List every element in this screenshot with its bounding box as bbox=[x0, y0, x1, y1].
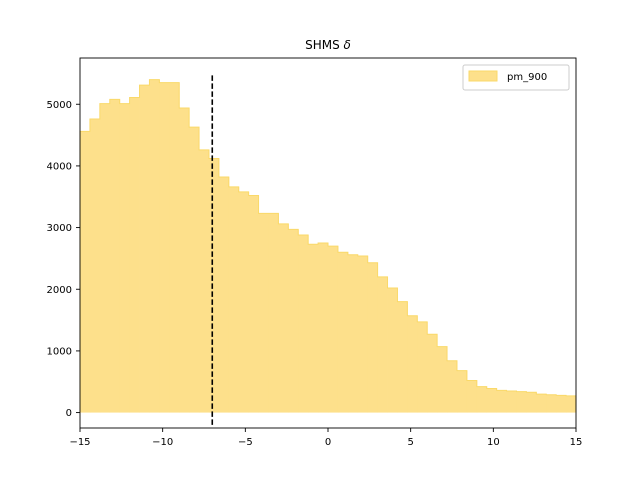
histogram-bar bbox=[149, 79, 160, 413]
histogram-bar bbox=[397, 301, 408, 413]
histogram-bar bbox=[347, 254, 359, 413]
y-tick-label: 1000 bbox=[47, 346, 72, 357]
x-tick-label: −10 bbox=[152, 437, 173, 448]
histogram-bar bbox=[179, 107, 190, 413]
histogram-bar bbox=[248, 195, 259, 413]
histogram-bar bbox=[516, 391, 527, 413]
histogram-bar bbox=[80, 131, 91, 413]
histogram-bar bbox=[218, 177, 230, 413]
histogram-bar bbox=[447, 360, 458, 413]
histogram-bar bbox=[288, 229, 299, 413]
histogram-bar bbox=[268, 213, 279, 413]
histogram-bar bbox=[556, 395, 567, 413]
histogram-bar bbox=[536, 394, 547, 413]
y-tick-label: 0 bbox=[66, 408, 72, 419]
y-axis: 0 1000 2000 3000 4000 5000 bbox=[47, 100, 80, 419]
x-axis: −15 −10 −5 0 5 10 15 bbox=[69, 428, 582, 448]
histogram-bar bbox=[199, 149, 210, 413]
histogram-bar bbox=[159, 82, 170, 413]
histogram-bar bbox=[427, 334, 438, 413]
histogram-bar bbox=[318, 243, 329, 413]
histogram-bar bbox=[258, 213, 269, 413]
x-tick-label: 5 bbox=[407, 437, 413, 448]
histogram-bar bbox=[377, 276, 388, 413]
x-tick-label: −5 bbox=[238, 437, 253, 448]
histogram-bar bbox=[486, 388, 498, 413]
histogram-bar bbox=[298, 234, 309, 413]
histogram-bar bbox=[208, 158, 220, 413]
legend-swatch bbox=[468, 70, 498, 82]
histogram-bar bbox=[566, 395, 577, 413]
chart-title: SHMS δ bbox=[305, 38, 351, 52]
histogram-bar bbox=[129, 97, 140, 413]
histogram-bar bbox=[367, 262, 378, 413]
histogram-bar bbox=[506, 391, 517, 413]
histogram-bar bbox=[437, 346, 448, 413]
histogram-bar bbox=[546, 394, 557, 413]
histogram-bar bbox=[496, 390, 507, 413]
histogram-bar bbox=[228, 186, 240, 413]
histogram-bar bbox=[308, 244, 319, 413]
histogram-bar bbox=[466, 380, 478, 413]
histogram-bar bbox=[328, 246, 339, 413]
histogram-bar bbox=[456, 370, 468, 413]
y-tick-label: 3000 bbox=[47, 223, 72, 234]
y-tick-label: 4000 bbox=[47, 161, 72, 172]
legend: pm_900 bbox=[462, 64, 570, 91]
y-tick-label: 2000 bbox=[47, 285, 72, 296]
x-tick-label: −15 bbox=[69, 437, 90, 448]
histogram-bar bbox=[139, 85, 150, 413]
histogram-bar bbox=[119, 103, 130, 413]
histogram-bar bbox=[337, 252, 349, 413]
x-tick-label: 10 bbox=[487, 437, 500, 448]
histogram-bar bbox=[169, 82, 180, 413]
histogram-outline bbox=[79, 79, 577, 413]
histogram-bar bbox=[109, 99, 121, 413]
histogram-bar bbox=[238, 191, 250, 413]
y-tick-label: 5000 bbox=[47, 100, 72, 111]
legend-label: pm_900 bbox=[507, 72, 547, 83]
x-tick-label: 0 bbox=[325, 437, 331, 448]
histogram-bar bbox=[407, 315, 418, 413]
x-tick-label: 15 bbox=[570, 437, 583, 448]
histogram-bar bbox=[189, 127, 200, 413]
histogram-bar bbox=[99, 103, 111, 413]
histogram-bar bbox=[89, 119, 101, 413]
histogram-bar bbox=[387, 288, 398, 413]
histogram-bar bbox=[417, 321, 428, 413]
histogram-bar bbox=[526, 392, 537, 413]
histogram-bar bbox=[357, 255, 369, 413]
histogram-bars bbox=[79, 79, 577, 413]
chart-title-symbol: δ bbox=[344, 38, 351, 52]
histogram-bar bbox=[476, 386, 488, 413]
histogram-bar bbox=[278, 223, 289, 413]
